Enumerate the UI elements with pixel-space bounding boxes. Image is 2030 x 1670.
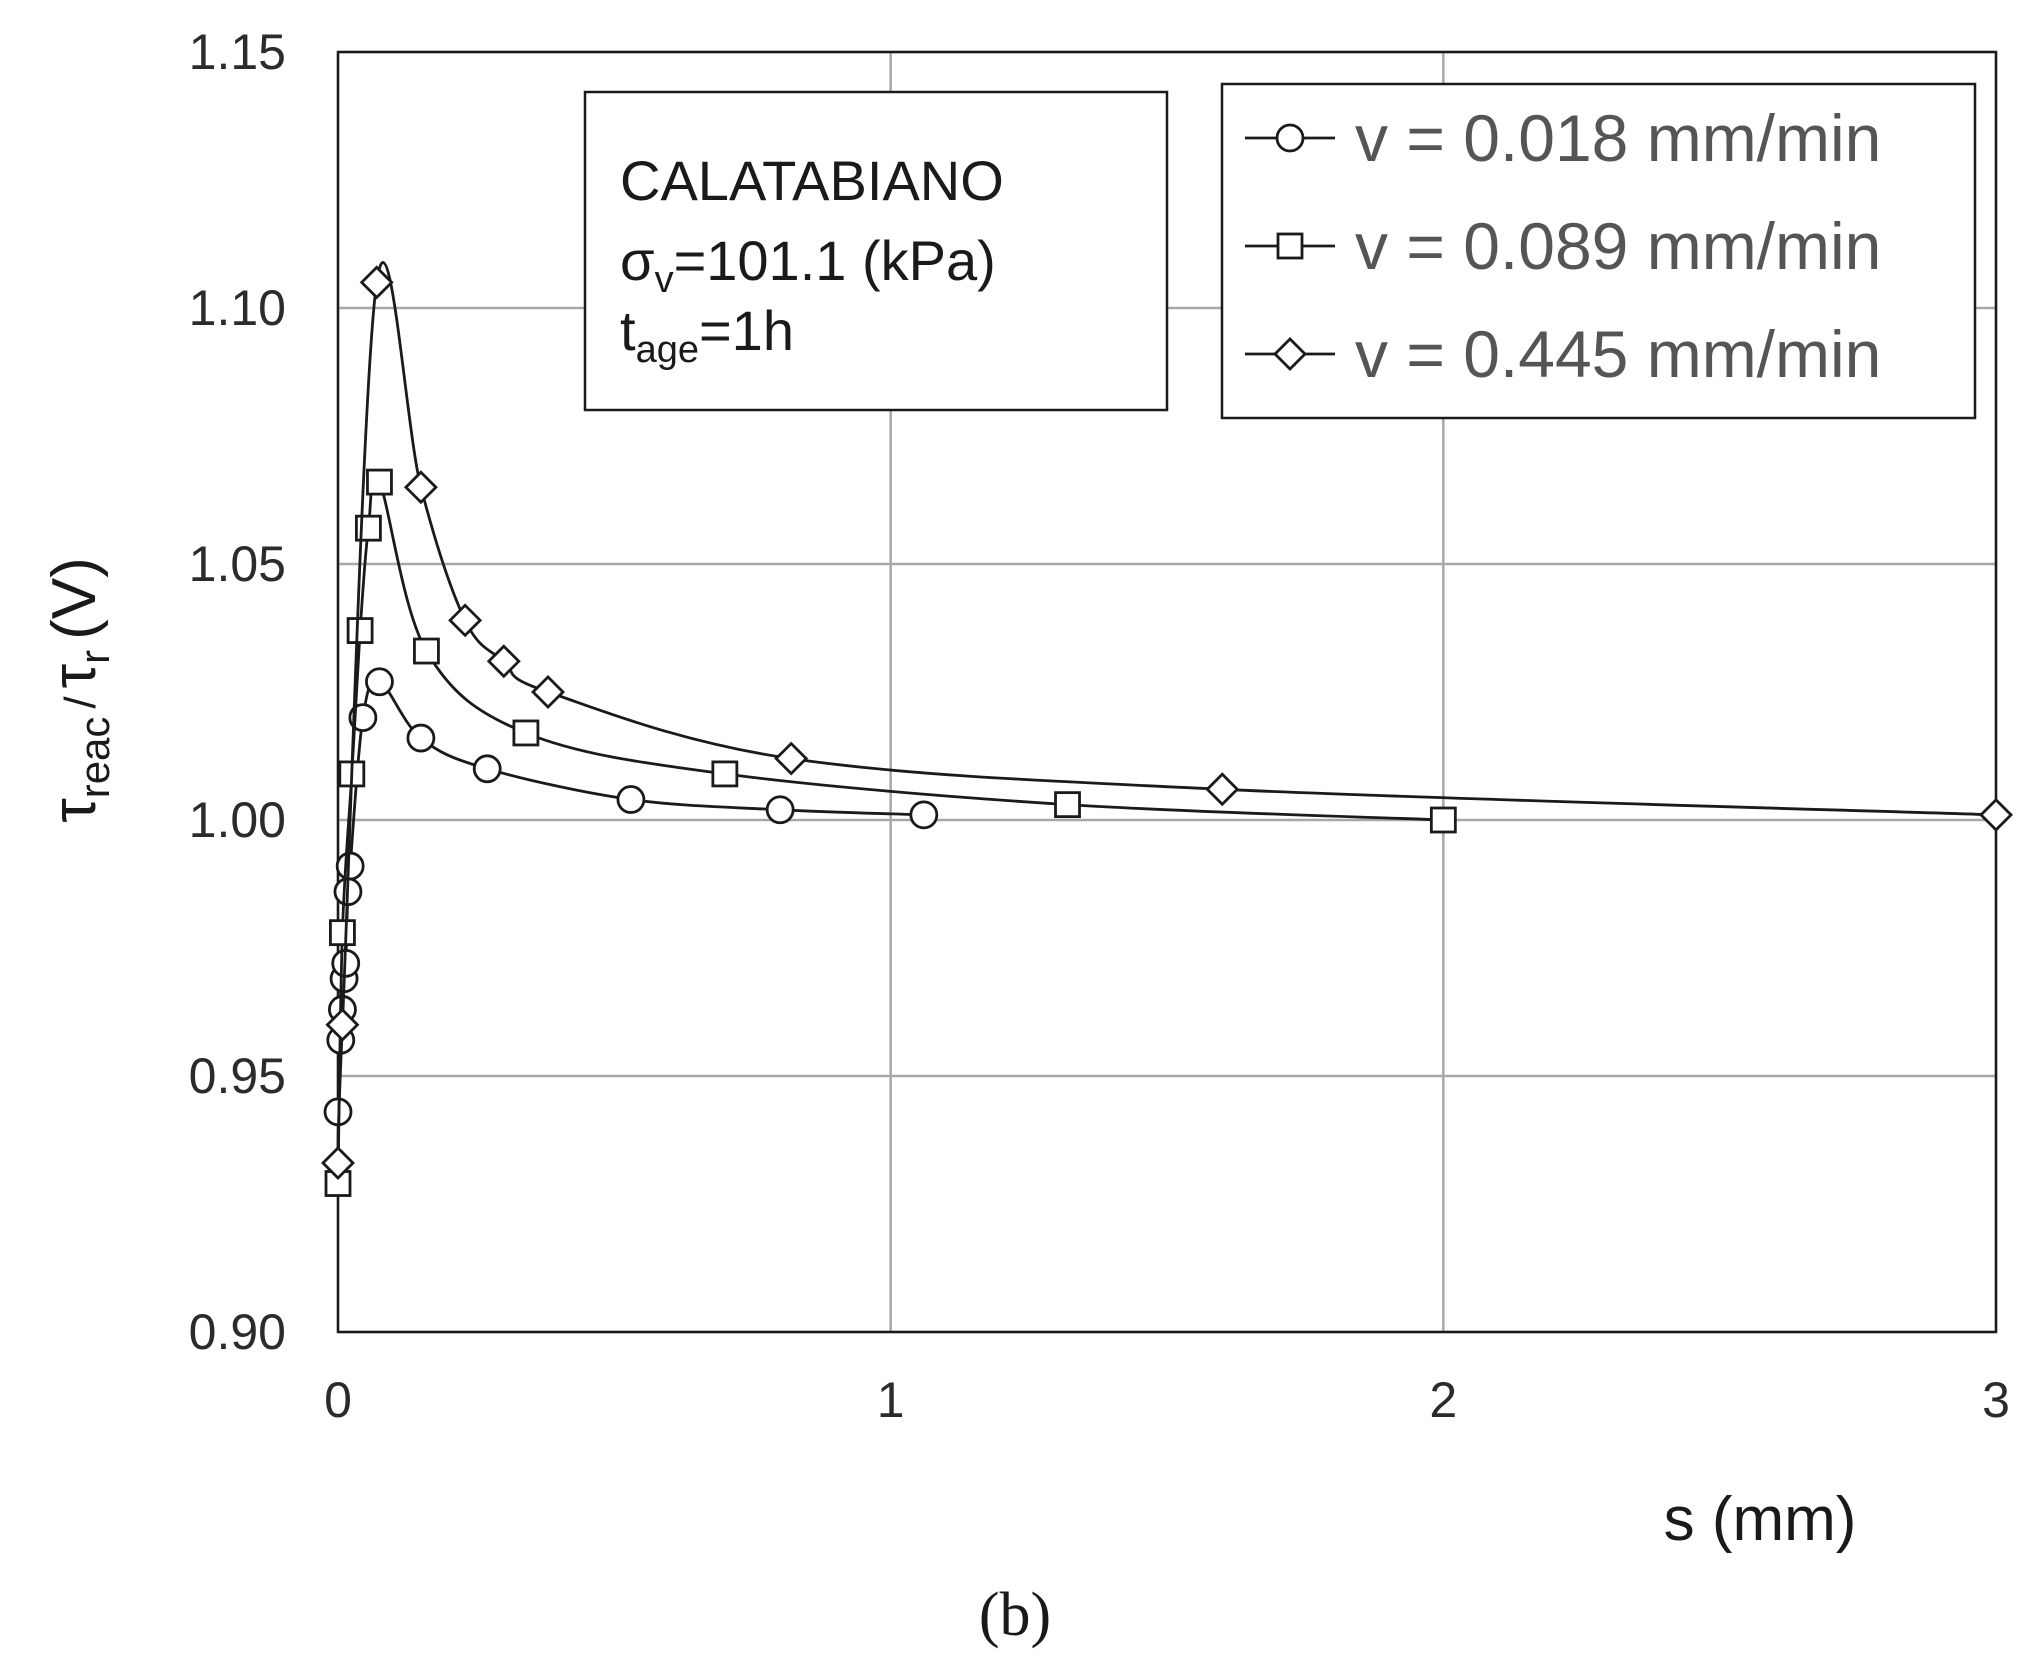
legend-label: v = 0.445 mm/min	[1355, 317, 1881, 391]
legend: v = 0.018 mm/min v = 0.089 mm/min v = 0.44…	[1220, 82, 1977, 420]
y-tick-label: 0.90	[189, 1304, 286, 1360]
x-tick-label: 2	[1429, 1372, 1457, 1428]
data-point-diamond	[403, 470, 438, 505]
data-point-circle	[335, 851, 365, 881]
data-point-diamond	[359, 265, 394, 300]
legend-item: v = 0.445 mm/min	[1245, 317, 1881, 391]
data-point-circle	[406, 723, 436, 753]
x-axis-label: s (mm)	[1664, 1485, 1857, 1554]
y-tick-label: 1.10	[189, 280, 286, 336]
data-point-diamond	[486, 644, 521, 679]
data-point-square	[512, 719, 540, 747]
data-point-circle	[909, 800, 939, 830]
y-tick-label: 1.00	[189, 792, 286, 848]
data-point-diamond	[1205, 772, 1240, 807]
series-diamond	[321, 261, 2013, 1181]
x-tick-label: 1	[877, 1372, 905, 1428]
legend-marker-diamond	[1273, 337, 1307, 371]
data-point-circle	[365, 667, 394, 697]
legend-item: v = 0.089 mm/min	[1245, 209, 1881, 283]
legend-label: v = 0.089 mm/min	[1355, 209, 1881, 283]
info-aging-time: tage=1h	[620, 299, 794, 371]
data-point-circle	[765, 795, 795, 825]
plot-area-frame	[336, 50, 1998, 1334]
y-tick-label: 1.05	[189, 536, 286, 592]
legend-marker-square	[1276, 232, 1304, 260]
data-point-diamond	[321, 1146, 355, 1181]
data-point-square	[413, 637, 440, 665]
info-vertical-stress: σv=101.1 (kPa)	[620, 229, 996, 301]
series-square	[324, 468, 1457, 1197]
x-tick-label: 0	[324, 1372, 352, 1428]
data-point-diamond	[774, 741, 809, 776]
data-point-circle	[472, 754, 502, 784]
x-tick-label: 3	[1982, 1372, 2010, 1428]
data-point-diamond	[448, 603, 483, 638]
y-axis-label: τreac/τr(V)	[40, 557, 118, 823]
info-site-name: CALATABIANO	[620, 149, 1004, 212]
legend-item: v = 0.018 mm/min	[1245, 101, 1881, 175]
legend-label: v = 0.018 mm/min	[1355, 101, 1881, 175]
tick-labels: 0 1 2 3 0.90 0.95 1.00 1.05 1.10 1.15	[189, 24, 2010, 1428]
info-box: CALATABIANO σv=101.1 (kPa) tage=1h	[583, 90, 1169, 412]
data-point-square	[366, 468, 393, 496]
series-line	[336, 475, 1444, 1184]
data-point-diamond	[1979, 797, 2013, 832]
legend-items: v = 0.018 mm/min v = 0.089 mm/min v = 0.44…	[1245, 101, 1881, 391]
data-point-square	[711, 760, 739, 788]
data-series	[321, 261, 2013, 1197]
data-point-square	[1054, 791, 1081, 819]
panel-label: (b)	[979, 1581, 1051, 1649]
data-point-circle	[616, 785, 646, 814]
data-point-diamond	[531, 675, 565, 709]
y-tick-label: 1.15	[189, 24, 286, 80]
data-point-diamond	[325, 1007, 360, 1042]
data-point-square	[346, 617, 374, 644]
data-point-square	[1429, 806, 1457, 834]
legend-marker-circle	[1275, 123, 1305, 153]
data-point-square	[329, 919, 356, 947]
y-tick-label: 0.95	[189, 1048, 286, 1104]
